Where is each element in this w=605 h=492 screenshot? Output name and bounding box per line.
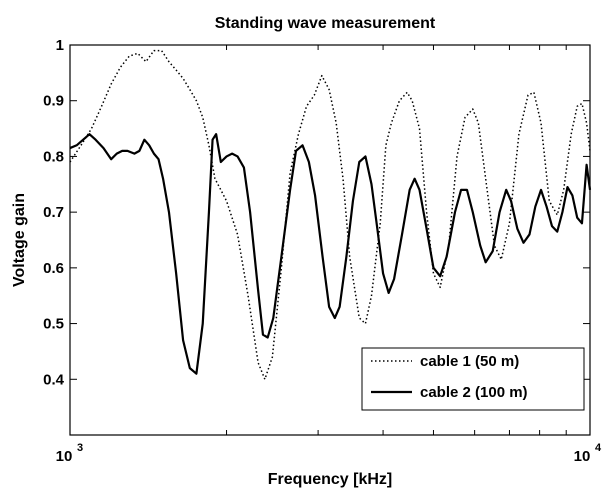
y-tick-0-6-label: 0.6 xyxy=(43,260,64,277)
y-tick-0-5-label: 0.5 xyxy=(43,316,64,333)
x-tick-label-0: 10 xyxy=(56,448,73,465)
x-tick-exponent-1: 4 xyxy=(595,442,602,454)
legend-label-cable-2: cable 2 (100 m) xyxy=(420,384,528,401)
legend-box xyxy=(361,347,585,411)
series-line-cable-1 xyxy=(69,49,591,381)
plot-area: 0.4 0.5 0.6 0.7 0.8 0.9 1 10 3 10 4 xyxy=(43,37,602,465)
x-tick-exponent-0: 3 xyxy=(77,442,83,454)
x-tick-label-1: 10 xyxy=(574,448,591,465)
series-layer xyxy=(69,49,592,381)
ticks-layer: 0.4 0.5 0.6 0.7 0.8 0.9 1 10 3 10 4 xyxy=(43,37,602,465)
y-axis-label: Voltage gain xyxy=(11,193,28,287)
legend: cable 1 (50 m) cable 2 (100 m) xyxy=(361,347,585,411)
chart-title: Standing wave measurement xyxy=(215,15,436,32)
y-tick-0-9-label: 0.9 xyxy=(43,93,64,110)
y-tick-0-8-label: 0.8 xyxy=(43,148,64,165)
y-tick-0-4-label: 0.4 xyxy=(43,371,65,388)
x-axis-label: Frequency [kHz] xyxy=(268,471,392,488)
legend-label-cable-1: cable 1 (50 m) xyxy=(420,353,519,370)
y-tick-0-7-label: 0.7 xyxy=(43,204,64,221)
series-line-cable-2 xyxy=(69,133,592,375)
y-tick-1-label: 1 xyxy=(56,37,64,54)
